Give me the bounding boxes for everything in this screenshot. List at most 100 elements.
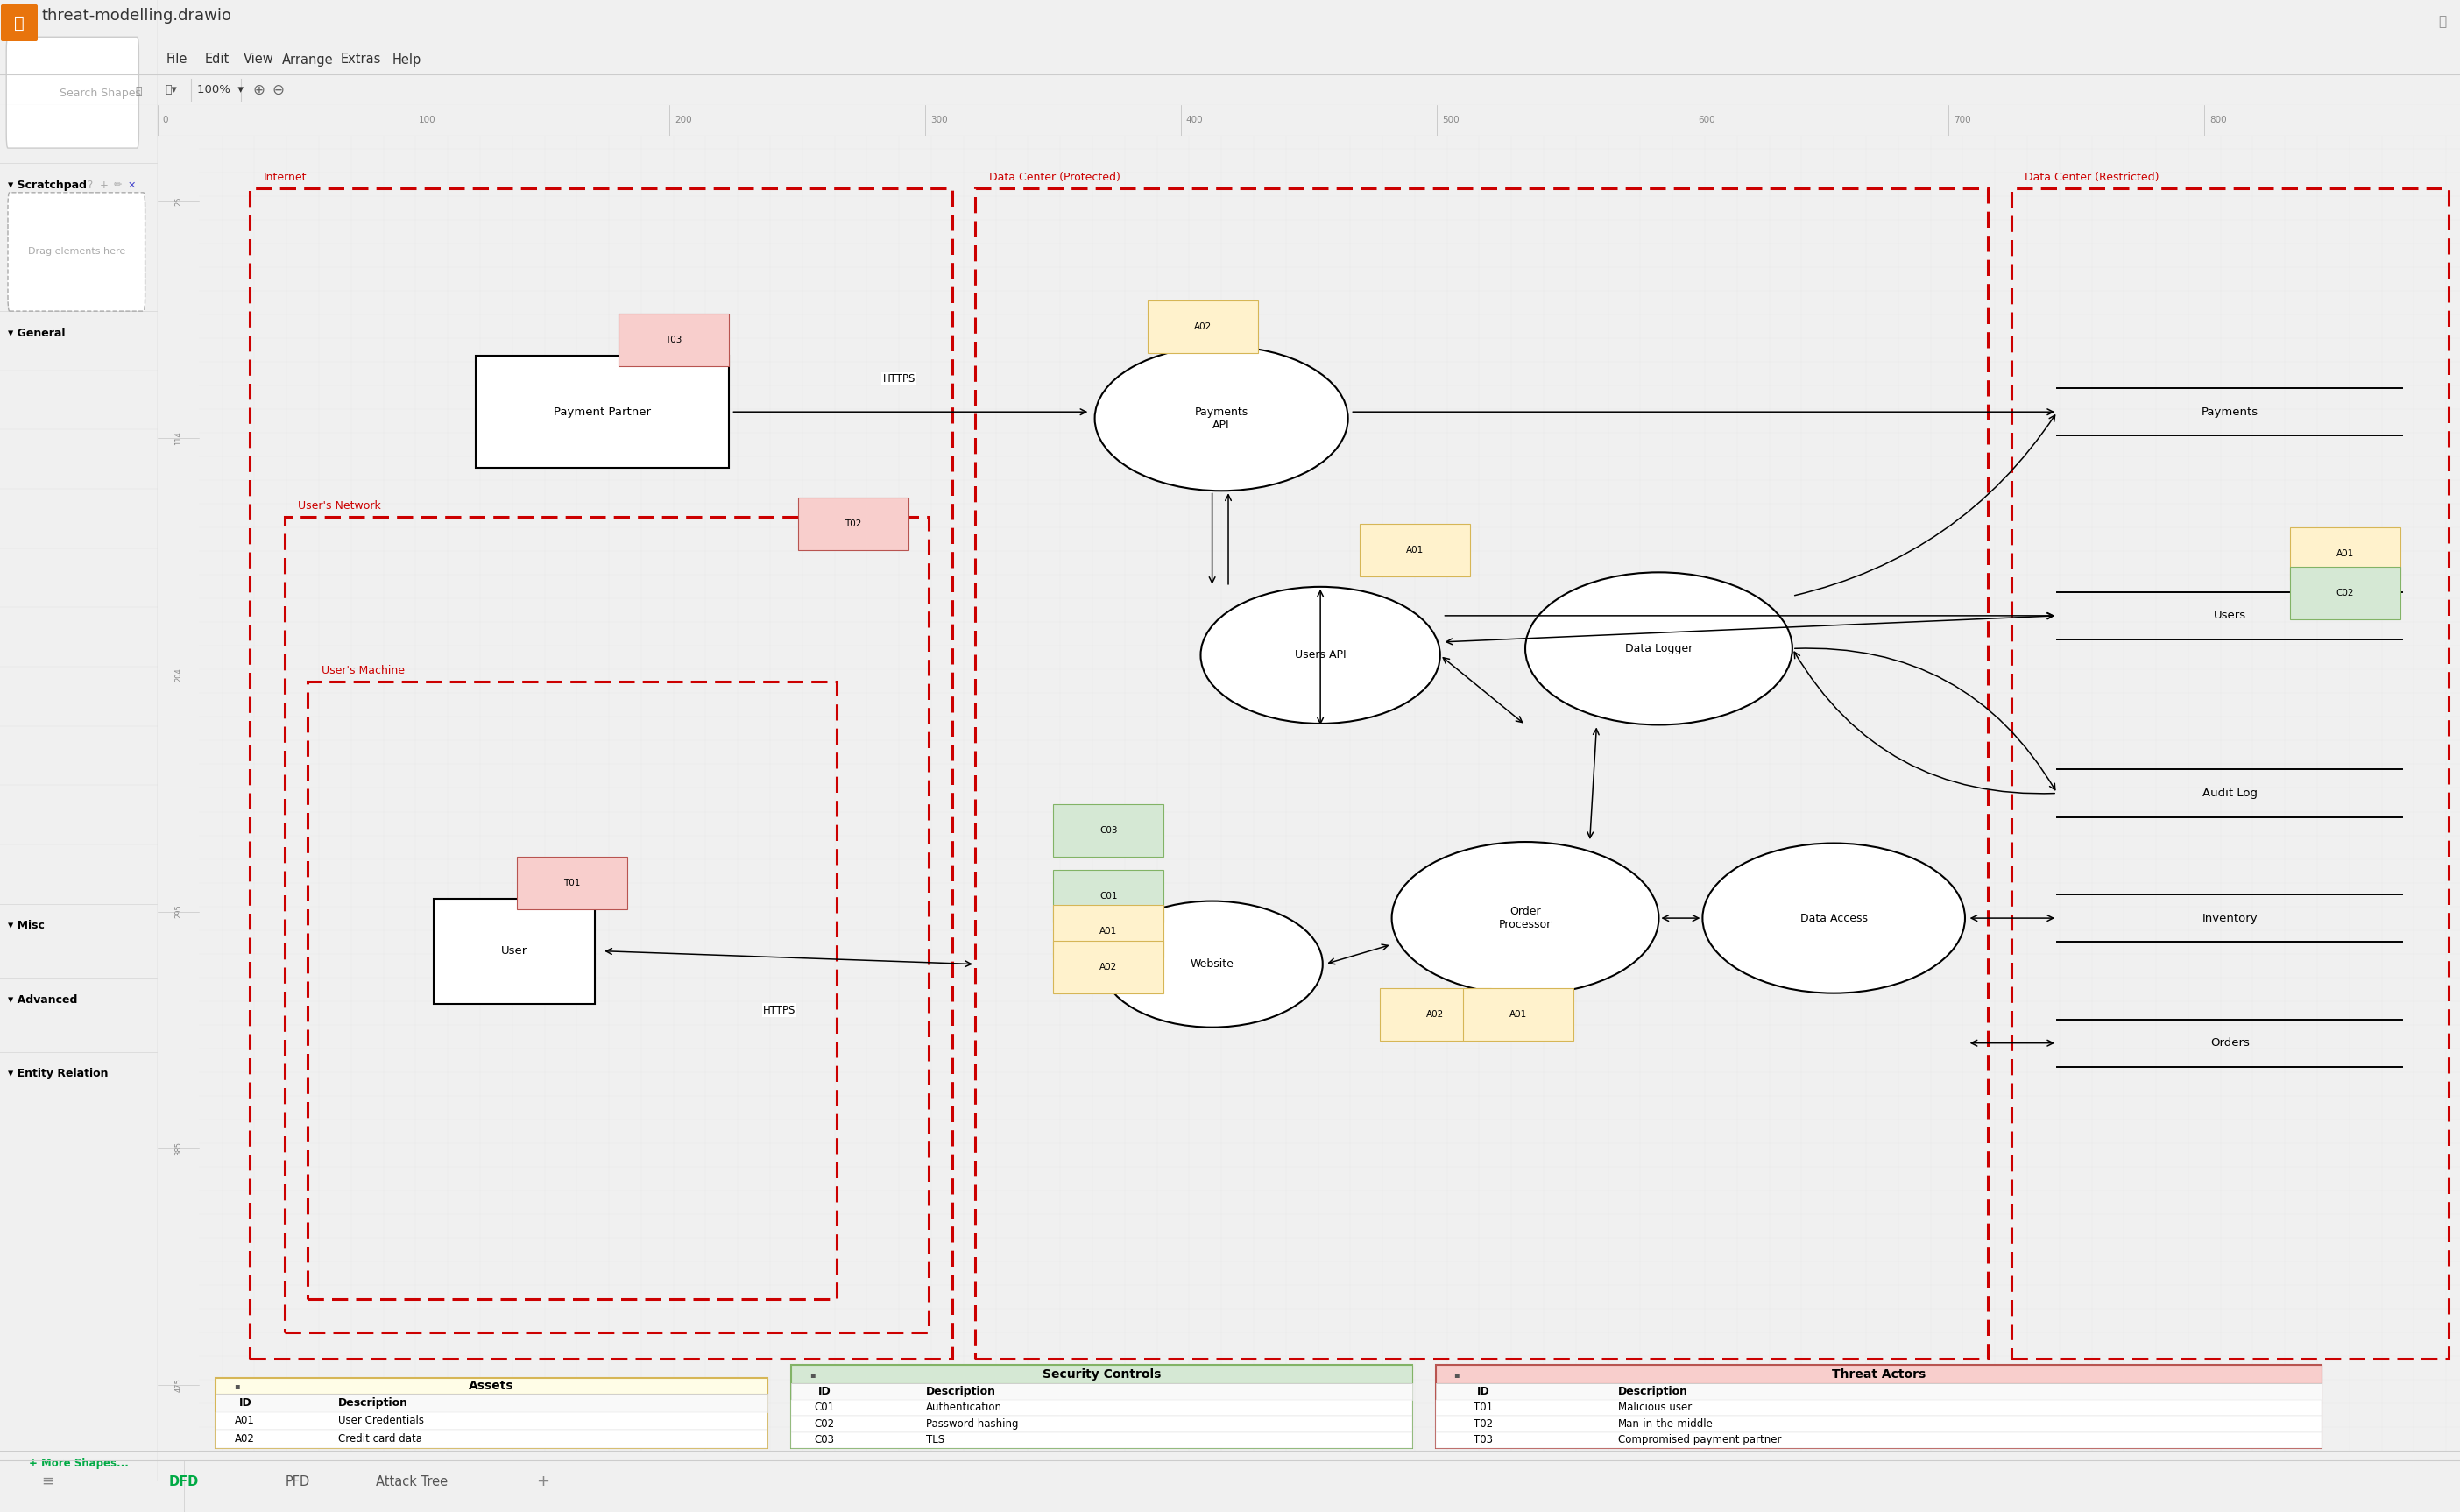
Text: 200: 200 <box>674 116 691 125</box>
Text: C02: C02 <box>814 1418 834 1429</box>
FancyBboxPatch shape <box>1437 1365 2322 1448</box>
Text: A01: A01 <box>1405 546 1424 555</box>
Text: ▪: ▪ <box>234 1382 239 1391</box>
Text: ID: ID <box>1476 1387 1491 1397</box>
Text: User's Network: User's Network <box>298 500 381 513</box>
Text: ID: ID <box>239 1397 251 1409</box>
Text: threat-modelling.drawio: threat-modelling.drawio <box>42 8 231 24</box>
FancyBboxPatch shape <box>1149 301 1257 352</box>
Circle shape <box>1200 587 1439 724</box>
Text: Arrange: Arrange <box>283 53 335 67</box>
Text: ⊖: ⊖ <box>271 82 283 98</box>
Text: T02: T02 <box>1474 1418 1493 1429</box>
Circle shape <box>1392 842 1658 995</box>
FancyBboxPatch shape <box>1053 804 1164 856</box>
Text: Security Controls: Security Controls <box>1043 1368 1161 1380</box>
Bar <box>157 136 199 1450</box>
Text: 475: 475 <box>175 1377 182 1393</box>
Text: Help: Help <box>391 53 421 67</box>
Text: 204: 204 <box>175 668 182 682</box>
FancyBboxPatch shape <box>790 1432 1412 1448</box>
Text: Data Logger: Data Logger <box>1626 643 1692 655</box>
Text: ⊕: ⊕ <box>253 82 266 98</box>
FancyBboxPatch shape <box>1437 1432 2322 1448</box>
FancyBboxPatch shape <box>216 1430 768 1448</box>
Text: Man-in-the-middle: Man-in-the-middle <box>1619 1418 1715 1429</box>
Text: +: + <box>98 180 108 191</box>
Text: A02: A02 <box>1193 322 1213 331</box>
FancyBboxPatch shape <box>1437 1365 2322 1383</box>
Text: T01: T01 <box>1474 1402 1493 1414</box>
Text: A02: A02 <box>1427 1010 1444 1019</box>
Text: A01: A01 <box>2337 549 2354 558</box>
Text: Orders: Orders <box>2209 1037 2248 1049</box>
Text: 300: 300 <box>930 116 947 125</box>
FancyBboxPatch shape <box>617 313 728 366</box>
Text: Description: Description <box>337 1397 408 1409</box>
FancyBboxPatch shape <box>433 898 595 1004</box>
Text: T03: T03 <box>1474 1435 1493 1445</box>
Text: ▪: ▪ <box>1454 1370 1459 1379</box>
Text: TLS: TLS <box>925 1435 945 1445</box>
Text: 295: 295 <box>175 904 182 918</box>
Text: A01: A01 <box>1100 927 1117 936</box>
FancyBboxPatch shape <box>7 36 138 148</box>
Text: ▾ Entity Relation: ▾ Entity Relation <box>7 1069 108 1080</box>
Text: 600: 600 <box>1697 116 1715 125</box>
Text: Description: Description <box>925 1387 996 1397</box>
FancyBboxPatch shape <box>216 1412 768 1430</box>
Text: View: View <box>244 53 273 67</box>
Text: ⬛▾: ⬛▾ <box>165 85 177 95</box>
Text: Payments
API: Payments API <box>1196 407 1247 431</box>
Text: User: User <box>502 945 529 957</box>
Text: C02: C02 <box>2337 590 2354 597</box>
Text: Description: Description <box>1619 1387 1688 1397</box>
FancyBboxPatch shape <box>475 355 728 467</box>
Text: ▾ General: ▾ General <box>7 328 66 339</box>
Text: 385: 385 <box>175 1142 182 1155</box>
Text: 800: 800 <box>2209 116 2226 125</box>
Text: Data Access: Data Access <box>1801 912 1867 924</box>
Text: Drag elements here: Drag elements here <box>27 248 125 256</box>
Text: C03: C03 <box>1100 826 1117 835</box>
Text: ✏: ✏ <box>113 181 121 189</box>
Text: HTTPS: HTTPS <box>763 1004 795 1016</box>
FancyBboxPatch shape <box>790 1365 1412 1448</box>
Text: Compromised payment partner: Compromised payment partner <box>1619 1435 1781 1445</box>
Text: Attack Tree: Attack Tree <box>376 1474 448 1488</box>
Text: +: + <box>536 1474 549 1489</box>
Text: Edit: Edit <box>204 53 229 67</box>
Text: User Credentials: User Credentials <box>337 1415 423 1426</box>
Text: 0: 0 <box>162 116 167 125</box>
FancyBboxPatch shape <box>517 856 627 909</box>
FancyBboxPatch shape <box>1380 987 1491 1040</box>
Text: ?: ? <box>86 180 91 191</box>
Text: A02: A02 <box>1100 963 1117 971</box>
Text: Threat Actors: Threat Actors <box>1833 1368 1926 1380</box>
Text: A02: A02 <box>236 1433 256 1444</box>
Text: Website: Website <box>1191 959 1235 969</box>
Text: Payment Partner: Payment Partner <box>554 407 649 417</box>
Text: ≡: ≡ <box>42 1474 54 1489</box>
Text: Password hashing: Password hashing <box>925 1418 1018 1429</box>
Text: 100%  ▾: 100% ▾ <box>197 85 244 95</box>
Text: 100: 100 <box>418 116 435 125</box>
Text: ▾ Scratchpad: ▾ Scratchpad <box>7 180 86 191</box>
Text: File: File <box>167 53 187 67</box>
Text: Data Center (Restricted): Data Center (Restricted) <box>2025 172 2160 183</box>
FancyBboxPatch shape <box>216 1394 768 1412</box>
FancyBboxPatch shape <box>1053 940 1164 993</box>
FancyBboxPatch shape <box>2290 528 2401 581</box>
Text: T03: T03 <box>664 336 681 343</box>
Text: Extras: Extras <box>339 53 381 67</box>
Text: Search Shapes: Search Shapes <box>59 88 140 98</box>
FancyBboxPatch shape <box>2290 567 2401 620</box>
Text: ▪: ▪ <box>809 1370 814 1379</box>
FancyBboxPatch shape <box>1437 1383 2322 1400</box>
FancyBboxPatch shape <box>797 497 908 550</box>
FancyBboxPatch shape <box>216 1379 768 1448</box>
FancyBboxPatch shape <box>1053 869 1164 922</box>
Text: T01: T01 <box>563 878 581 888</box>
Text: 114: 114 <box>175 431 182 445</box>
Text: User's Machine: User's Machine <box>322 665 403 676</box>
